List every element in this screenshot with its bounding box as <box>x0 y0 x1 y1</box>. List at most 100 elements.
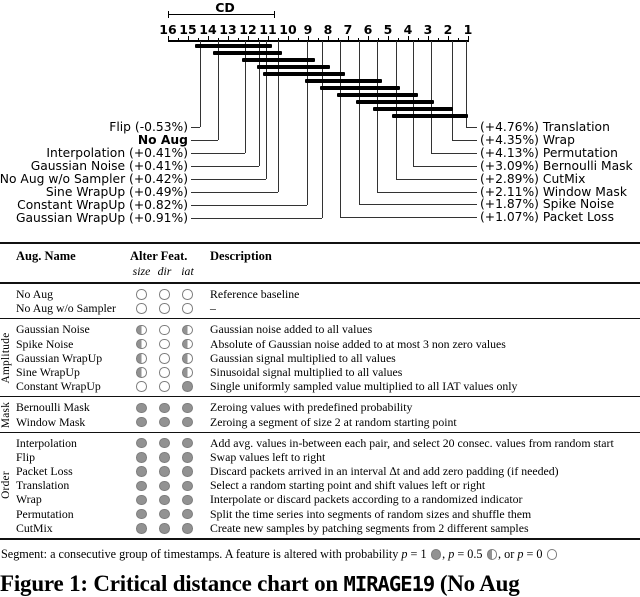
feat-size-half-circle <box>136 367 147 378</box>
clique-bar <box>195 44 272 48</box>
feat-dir-full-circle <box>159 523 170 534</box>
table-row: No Aug Reference baseline <box>0 287 640 301</box>
axis-major-tick <box>268 36 270 40</box>
feat-cell <box>153 381 176 392</box>
axis-minor-tick <box>418 37 419 40</box>
table-row: Translation Select a random starting poin… <box>0 478 640 492</box>
feat-iat-half-circle <box>182 324 193 336</box>
axis-minor-tick <box>298 37 299 40</box>
feat-dir-full-circle <box>159 494 170 506</box>
method-label: (+4.35%) Wrap <box>480 133 575 147</box>
method-connector-horizontal <box>191 192 278 194</box>
axis-tick-label: 10 <box>279 22 297 37</box>
axis-major-tick <box>468 36 470 40</box>
method-connector-horizontal <box>413 166 477 168</box>
method-connector-horizontal <box>191 166 259 168</box>
method-connector-vertical <box>266 41 268 179</box>
feat-size-full-circle <box>136 494 147 506</box>
feat-dir-full-circle <box>159 416 170 428</box>
axis-major-tick <box>228 36 230 40</box>
axis-tick-label: 15 <box>179 22 197 37</box>
feat-size-half-circle <box>136 324 147 336</box>
table-section: Amplitude Gaussian Noise Gaussian noise ad… <box>0 318 640 396</box>
feat-cell <box>130 303 153 314</box>
method-label: Flip (-0.53%) <box>109 120 188 134</box>
feat-cell <box>130 381 153 392</box>
cd-bracket-line <box>168 14 274 16</box>
axis-major-tick <box>428 36 430 40</box>
aug-name-cell: Bernoulli Mask <box>16 400 90 415</box>
segment-note: Segment: a consecutive group of timestam… <box>0 547 640 562</box>
feat-dir-empty-circle <box>159 338 170 350</box>
method-connector-vertical <box>245 41 247 153</box>
feat-size-full-circle <box>136 416 147 428</box>
feat-cell <box>176 508 199 520</box>
axis-tick-label: 6 <box>363 22 373 37</box>
feat-cell <box>153 523 176 534</box>
note-text: = 0.5 <box>454 547 486 561</box>
feat-cell <box>130 480 153 491</box>
method-connector-horizontal <box>191 205 307 207</box>
aug-name-cell: Spike Noise <box>16 336 74 351</box>
feat-dir-full-circle <box>159 452 170 463</box>
method-label: (+3.09%) Bernoulli Mask <box>480 159 633 173</box>
method-connector-horizontal <box>191 153 245 155</box>
axis-tick-label: 13 <box>219 22 237 37</box>
col-description: Description <box>210 249 272 263</box>
feat-iat-full-circle <box>182 416 193 428</box>
table-row: Spike Noise Absolute of Gaussian noise ad… <box>0 337 640 351</box>
col-aug-name: Aug. Name <box>16 249 76 263</box>
axis-major-tick <box>208 36 210 40</box>
feat-cell <box>176 437 199 449</box>
feat-cell <box>153 289 176 300</box>
method-connector-vertical <box>259 41 261 166</box>
table-section: No Aug Reference baseline No Aug w/o Sampl… <box>0 284 640 318</box>
feat-cell <box>153 353 176 364</box>
axis-major-tick <box>308 36 310 40</box>
legend-empty-circle <box>546 549 558 560</box>
math-symbol: p <box>401 547 408 561</box>
feat-cell <box>176 303 199 314</box>
method-label: Gaussian WrapUp (+0.91%) <box>15 211 188 225</box>
table-row: Gaussian WrapUp Gaussian signal multiplie… <box>0 351 640 365</box>
axis-major-tick <box>248 36 250 40</box>
legend-half-circle <box>486 549 498 560</box>
description-cell: Zeroing values with predefined probabili… <box>210 400 413 415</box>
feat-cell <box>176 523 199 534</box>
clique-bar <box>337 93 418 97</box>
legend-full-circle <box>430 549 442 560</box>
feat-dir-empty-circle <box>159 353 170 364</box>
clique-bar <box>242 58 315 62</box>
note-text: , <box>442 547 449 561</box>
feat-cell <box>176 367 199 378</box>
method-connector-horizontal <box>359 204 477 206</box>
feat-cell <box>130 523 153 534</box>
method-connector-horizontal <box>191 127 200 129</box>
feat-iat-half-circle <box>182 338 193 350</box>
aug-name-cell: Flip <box>16 449 36 464</box>
feat-cell <box>130 494 153 506</box>
feat-iat-half-circle <box>182 353 193 364</box>
axis-minor-tick <box>318 37 319 40</box>
feat-dir-full-circle <box>159 466 170 477</box>
aug-name-cell: No Aug w/o Sampler <box>16 301 116 316</box>
method-connector-vertical <box>278 41 280 192</box>
description-cell: Single uniformly sampled value multiplie… <box>210 379 518 394</box>
feat-cell <box>153 494 176 506</box>
feat-dir-empty-circle <box>159 324 170 336</box>
axis-major-tick <box>168 36 170 40</box>
clique-bar <box>257 65 330 69</box>
axis-minor-tick <box>378 37 379 40</box>
method-connector-vertical <box>340 41 342 217</box>
feat-size-full-circle <box>136 480 147 491</box>
feat-cell <box>153 402 176 414</box>
method-connector-horizontal <box>431 153 477 155</box>
aug-name-cell: Translation <box>16 478 70 493</box>
feat-cell <box>176 452 199 463</box>
feat-cell <box>176 402 199 414</box>
method-label: (+2.11%) Window Mask <box>480 185 627 199</box>
aug-name-cell: Interpolation <box>16 435 77 450</box>
feat-cell <box>153 324 176 336</box>
axis-minor-tick <box>198 37 199 40</box>
feat-cell <box>176 494 199 506</box>
